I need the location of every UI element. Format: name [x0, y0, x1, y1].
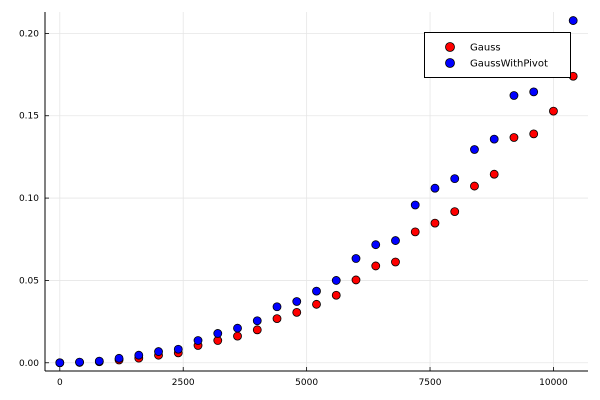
data-point-gausswithpivot — [411, 201, 419, 209]
data-point-gausswithpivot — [234, 324, 242, 332]
legend: Gauss GaussWithPivot — [425, 33, 571, 78]
data-point-gausswithpivot — [431, 184, 439, 192]
data-point-gausswithpivot — [569, 17, 577, 25]
x-tick-label: 5000 — [295, 378, 318, 388]
data-point-gauss — [490, 170, 498, 178]
legend-marker-gauss — [446, 43, 455, 52]
data-point-gauss — [431, 219, 439, 227]
x-tick-label: 7500 — [419, 378, 442, 388]
data-point-gauss — [352, 276, 360, 284]
data-point-gausswithpivot — [194, 337, 202, 345]
data-point-gausswithpivot — [155, 348, 163, 356]
data-point-gauss — [510, 133, 518, 141]
data-point-gausswithpivot — [214, 329, 222, 337]
data-point-gauss — [451, 208, 459, 216]
data-point-gauss — [253, 326, 261, 334]
data-point-gausswithpivot — [391, 237, 399, 245]
data-point-gausswithpivot — [115, 354, 123, 362]
y-tick-label: 0.20 — [19, 29, 39, 39]
data-point-gauss — [411, 228, 419, 236]
data-point-gauss — [332, 291, 340, 299]
data-point-gauss — [313, 300, 321, 308]
data-point-gauss — [470, 182, 478, 190]
data-point-gausswithpivot — [253, 317, 261, 325]
data-point-gausswithpivot — [530, 88, 538, 96]
x-tick-label: 0 — [57, 378, 63, 388]
legend-box — [425, 33, 571, 78]
x-tick-label: 2500 — [172, 378, 195, 388]
y-tick-label: 0.10 — [19, 194, 39, 204]
data-point-gauss — [293, 308, 301, 316]
data-point-gausswithpivot — [451, 175, 459, 183]
data-point-gauss — [530, 130, 538, 138]
data-point-gausswithpivot — [352, 255, 360, 263]
x-tick-label: 10000 — [539, 378, 568, 388]
data-point-gausswithpivot — [56, 359, 64, 367]
data-point-gausswithpivot — [313, 287, 321, 295]
legend-label-gausswithpivot: GaussWithPivot — [470, 59, 548, 70]
legend-label-gauss: Gauss — [470, 43, 501, 54]
y-tick-label: 0.00 — [19, 359, 39, 369]
data-point-gausswithpivot — [510, 91, 518, 99]
data-point-gauss — [273, 315, 281, 323]
data-point-gausswithpivot — [174, 345, 182, 353]
data-point-gausswithpivot — [490, 135, 498, 143]
data-point-gauss — [391, 258, 399, 266]
y-tick-label: 0.15 — [19, 112, 39, 122]
data-point-gausswithpivot — [76, 358, 84, 366]
legend-marker-gausswithpivot — [446, 59, 455, 68]
data-point-gausswithpivot — [372, 241, 380, 249]
data-point-gausswithpivot — [332, 276, 340, 284]
data-point-gausswithpivot — [273, 303, 281, 311]
data-point-gauss — [372, 262, 380, 270]
data-point-gauss — [234, 332, 242, 340]
y-tick-label: 0.05 — [19, 276, 39, 286]
data-point-gausswithpivot — [293, 298, 301, 306]
data-point-gausswithpivot — [470, 146, 478, 154]
tick-marks: 0 2500 5000 7500 10000 0.00 0.05 0.10 0.15 0.20 — [19, 29, 568, 388]
data-point-gausswithpivot — [95, 357, 103, 365]
data-point-gausswithpivot — [135, 351, 143, 359]
data-point-gauss — [549, 107, 557, 115]
